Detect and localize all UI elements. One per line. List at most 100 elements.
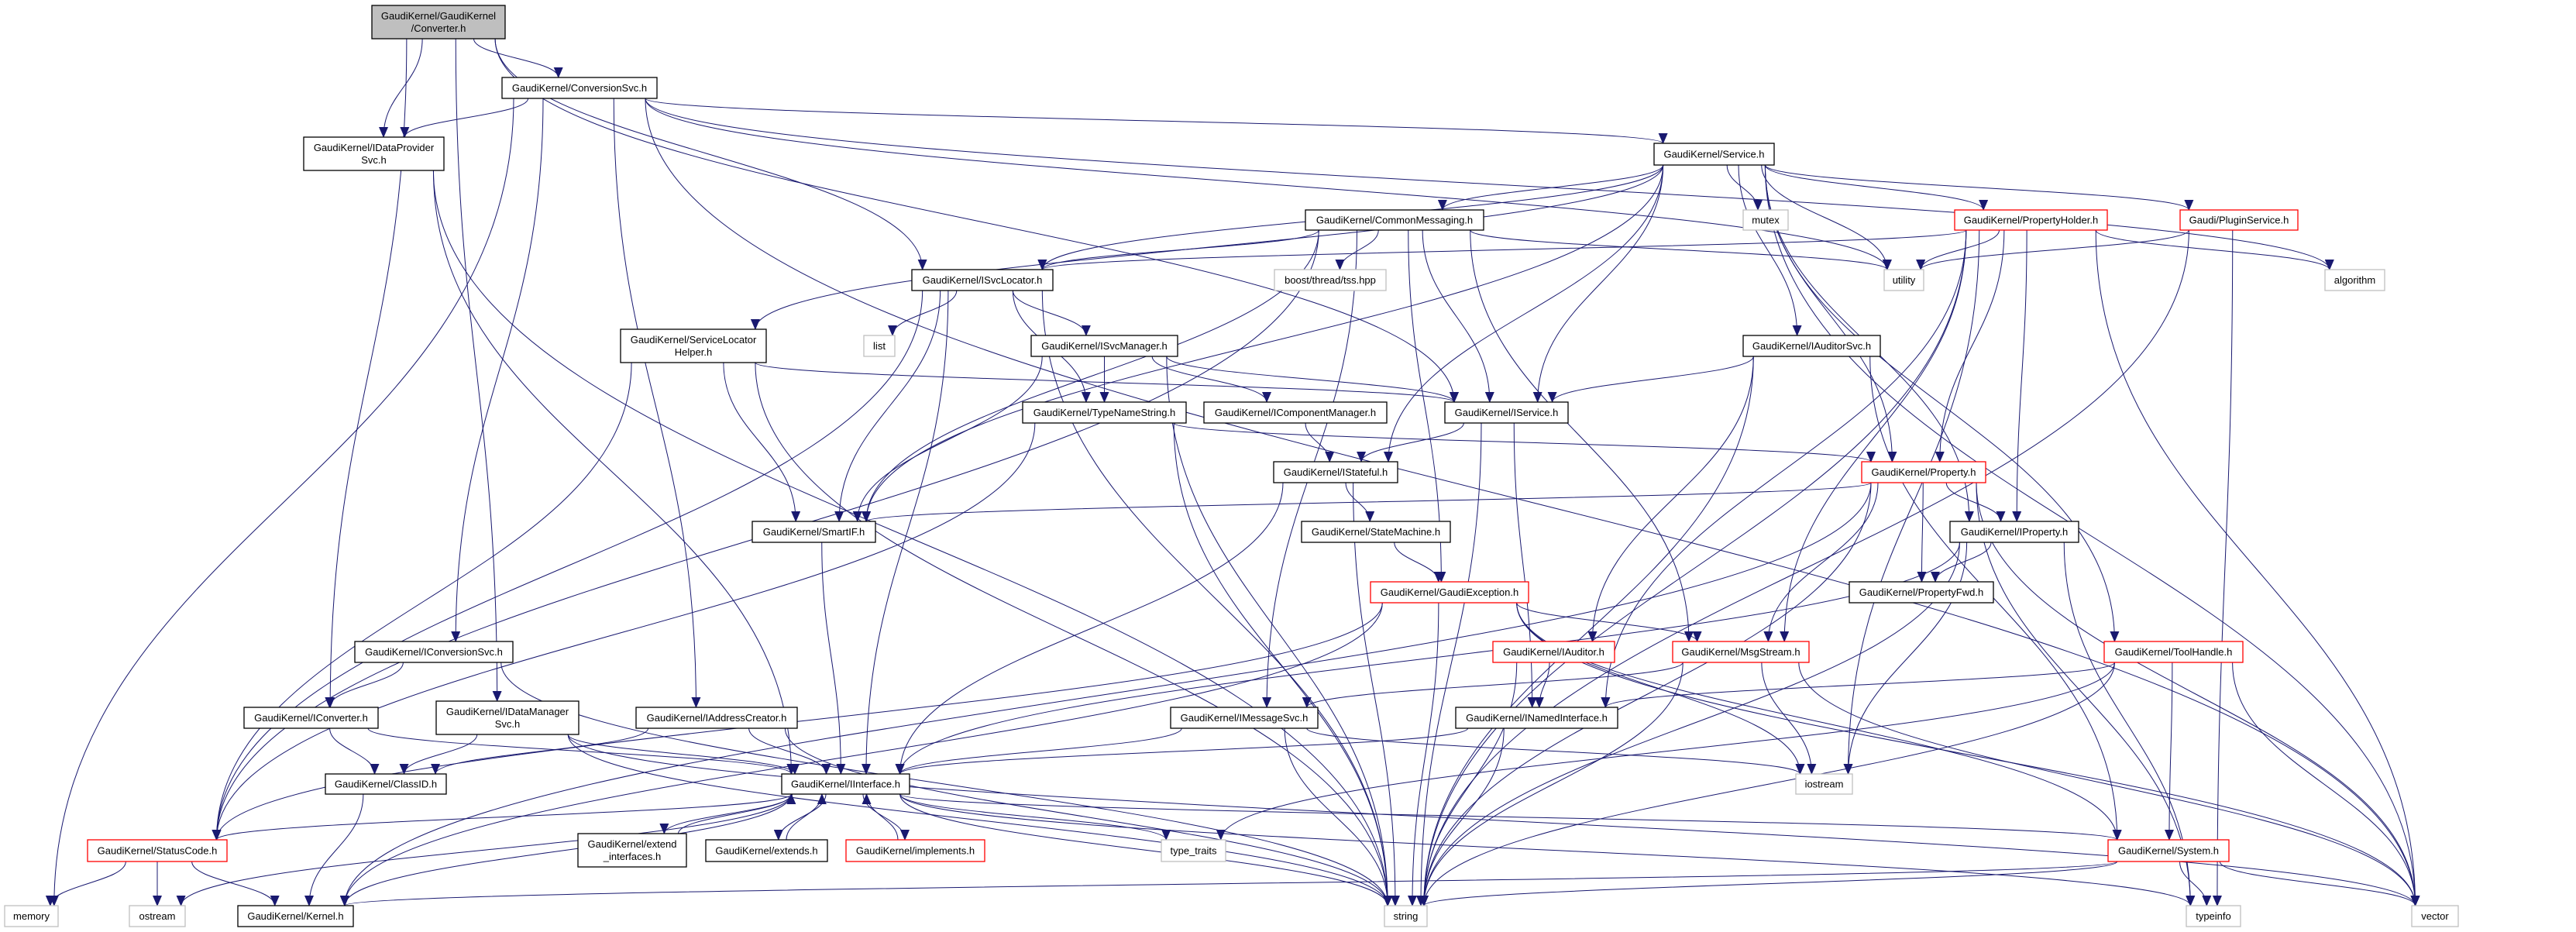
edge-property-to-string xyxy=(1419,482,1872,906)
node-kernel[interactable]: GaudiKernel/Kernel.h xyxy=(237,905,354,927)
node-property[interactable]: GaudiKernel/Property.h xyxy=(1861,461,1986,483)
node-pluginservice[interactable]: Gaudi/PluginService.h xyxy=(2179,209,2299,231)
node-label: Gaudi/PluginService.h xyxy=(2189,215,2289,226)
node-classid[interactable]: GaudiKernel/ClassID.h xyxy=(325,773,447,795)
node-imessagesvc[interactable]: GaudiKernel/IMessageSvc.h xyxy=(1170,707,1319,729)
edge-system-to-vector xyxy=(2219,861,2420,906)
node-iaddresscreator[interactable]: GaudiKernel/IAddressCreator.h xyxy=(635,707,798,729)
edge-gaudiexception-to-vector xyxy=(1516,602,2420,906)
edge-isvclocator-to-string xyxy=(1041,290,1393,906)
node-box xyxy=(635,707,798,729)
node-label: GaudiKernel/TypeNameString.h xyxy=(1033,407,1176,418)
node-box xyxy=(1949,521,2079,543)
edge-iinterface-to-statuscode xyxy=(212,793,792,841)
edge-gaudiexception-to-msgstream xyxy=(1516,602,1702,642)
node-commonmessaging[interactable]: GaudiKernel/CommonMessaging.h xyxy=(1305,209,1484,231)
node-vector[interactable]: vector xyxy=(2411,905,2459,927)
edge-toolhandle-to-string xyxy=(1419,662,2115,906)
node-iconverter[interactable]: GaudiKernel/IConverter.h xyxy=(243,707,379,729)
node-string[interactable]: string xyxy=(1384,905,1428,927)
edge-implements-to-iinterface xyxy=(862,793,899,841)
node-conversionsvc[interactable]: GaudiKernel/ConversionSvc.h xyxy=(501,77,658,99)
node-box xyxy=(1384,905,1428,927)
node-label: mutex xyxy=(1752,215,1780,226)
node-isvcmanager[interactable]: GaudiKernel/ISvcManager.h xyxy=(1030,335,1178,357)
edge-property-to-propertyfwd xyxy=(1917,482,1927,583)
node-box xyxy=(1022,401,1187,424)
edge-propertyholder-to-iproperty xyxy=(2012,229,2027,522)
node-memory[interactable]: memory xyxy=(4,905,59,927)
node-tss[interactable]: boost/thread/tss.hpp xyxy=(1274,269,1387,291)
node-iproperty[interactable]: GaudiKernel/IProperty.h xyxy=(1949,521,2079,543)
node-label: GaudiKernel/INamedInterface.h xyxy=(1466,712,1608,724)
edge-iinterface-to-typeinfo xyxy=(899,793,2195,906)
node-inamedinterface[interactable]: GaudiKernel/INamedInterface.h xyxy=(1455,707,1618,729)
edge-toolhandle-to-typetraits xyxy=(1216,662,2115,841)
node-iservice[interactable]: GaudiKernel/IService.h xyxy=(1444,401,1569,424)
edge-service-to-servicelocatorhelper xyxy=(751,164,1664,330)
node-toolhandle[interactable]: GaudiKernel/ToolHandle.h xyxy=(2103,641,2244,663)
edge-inamedinterface-to-string xyxy=(1419,727,1505,906)
node-box xyxy=(501,77,658,99)
edge-extendinterfaces-to-iinterface xyxy=(678,793,796,834)
node-label: GaudiKernel/IDataProvider xyxy=(314,142,435,153)
edge-pluginservice-to-string xyxy=(1419,229,2189,906)
edge-idatamanagersvc-to-string xyxy=(567,734,1392,906)
node-mutex[interactable]: mutex xyxy=(1742,209,1789,231)
node-statemachine[interactable]: GaudiKernel/StateMachine.h xyxy=(1301,521,1451,543)
node-box xyxy=(1861,461,1986,483)
node-box xyxy=(2107,839,2230,862)
node-label: GaudiKernel/IConverter.h xyxy=(254,712,368,724)
node-iostream[interactable]: iostream xyxy=(1795,773,1853,795)
node-iinterface[interactable]: GaudiKernel/IInterface.h xyxy=(781,773,910,795)
edge-converter-to-idatamanagersvc xyxy=(455,38,502,702)
edge-conversionsvc-to-memory xyxy=(49,98,514,906)
node-msgstream[interactable]: GaudiKernel/MsgStream.h xyxy=(1672,641,1810,663)
node-box xyxy=(781,773,910,795)
edge-propertyholder-to-property xyxy=(1935,229,2005,463)
node-gaudiexception[interactable]: GaudiKernel/GaudiException.h xyxy=(1370,581,1529,604)
edge-gaudiexception-to-string xyxy=(1407,602,1439,906)
edge-iauditorsvc-to-string xyxy=(1419,356,1754,906)
node-typenamestring[interactable]: GaudiKernel/TypeNameString.h xyxy=(1022,401,1187,424)
node-box xyxy=(1954,209,2108,231)
node-utility[interactable]: utility xyxy=(1883,269,1924,291)
edge-idataprovidersvc-to-string xyxy=(432,170,1393,906)
node-isvclocator[interactable]: GaudiKernel/ISvcLocator.h xyxy=(911,269,1054,291)
node-label: GaudiKernel/StatusCode.h xyxy=(98,845,218,857)
node-iauditor[interactable]: GaudiKernel/IAuditor.h xyxy=(1492,641,1615,663)
edge-propertyholder-to-inamedinterface xyxy=(1601,229,1967,708)
edge-iinterface-to-system xyxy=(899,793,2121,841)
node-icomponentmanager[interactable]: GaudiKernel/IComponentManager.h xyxy=(1203,401,1388,424)
node-algorithm[interactable]: algorithm xyxy=(2324,269,2385,291)
node-smartif[interactable]: GaudiKernel/SmartIF.h xyxy=(751,521,876,543)
edge-iaddresscreator-to-classid xyxy=(431,727,649,775)
node-propertyfwd[interactable]: GaudiKernel/PropertyFwd.h xyxy=(1849,581,1994,604)
node-typetraits[interactable]: type_traits xyxy=(1161,839,1226,862)
node-implements[interactable]: GaudiKernel/implements.h xyxy=(845,839,985,862)
node-extendinterfaces[interactable]: GaudiKernel/extend_interfaces.h xyxy=(577,833,687,868)
node-service[interactable]: GaudiKernel/Service.h xyxy=(1653,143,1775,166)
node-label: memory xyxy=(13,910,50,922)
node-typeinfo[interactable]: typeinfo xyxy=(2186,905,2241,927)
node-ostream[interactable]: ostream xyxy=(129,905,186,927)
node-label: vector xyxy=(2421,910,2449,922)
node-iauditorsvc[interactable]: GaudiKernel/IAuditorSvc.h xyxy=(1742,335,1881,357)
node-iconversionsvc[interactable]: GaudiKernel/IConversionSvc.h xyxy=(354,641,514,663)
node-propertyholder[interactable]: GaudiKernel/PropertyHolder.h xyxy=(1954,209,2108,231)
node-label: GaudiKernel/IAuditorSvc.h xyxy=(1752,340,1871,352)
node-extends[interactable]: GaudiKernel/extends.h xyxy=(705,839,828,862)
node-label: GaudiKernel/Kernel.h xyxy=(247,910,343,922)
node-list[interactable]: list xyxy=(863,335,896,357)
edge-isvcmanager-to-iservice xyxy=(1166,356,1459,403)
node-statuscode[interactable]: GaudiKernel/StatusCode.h xyxy=(87,839,228,862)
edge-service-to-commonmessaging xyxy=(1438,164,1664,211)
node-istateful[interactable]: GaudiKernel/IStateful.h xyxy=(1273,461,1398,483)
edge-property-to-msgstream xyxy=(1763,482,1879,642)
node-converter[interactable]: GaudiKernel/GaudiKernel/Converter.h xyxy=(371,5,506,40)
node-system[interactable]: GaudiKernel/System.h xyxy=(2107,839,2230,862)
edge-statemachine-to-gaudiexception xyxy=(1394,542,1443,583)
